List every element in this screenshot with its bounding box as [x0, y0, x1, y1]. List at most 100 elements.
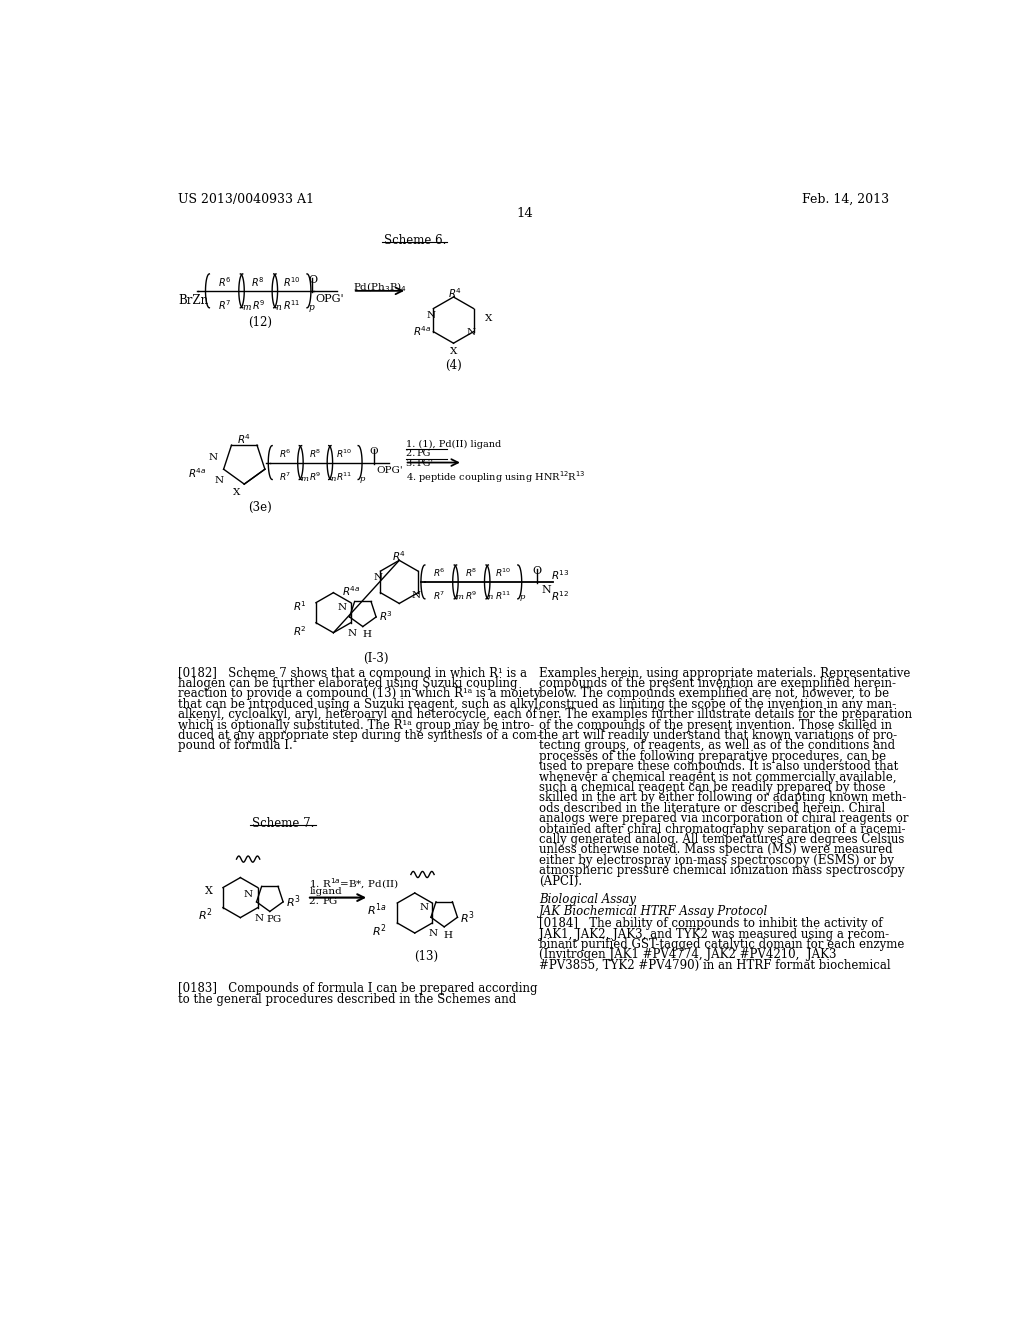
Text: construed as limiting the scope of the invention in any man-: construed as limiting the scope of the i… [539, 698, 896, 710]
Text: p: p [519, 594, 524, 602]
Text: $R^6$: $R^6$ [280, 447, 292, 459]
Text: [0183]   Compounds of formula I can be prepared according: [0183] Compounds of formula I can be pre… [178, 982, 538, 995]
Text: processes of the following preparative procedures, can be: processes of the following preparative p… [539, 750, 886, 763]
Text: pound of formula I.: pound of formula I. [178, 739, 293, 752]
Text: which is optionally substituted. The R¹ᵃ group may be intro-: which is optionally substituted. The R¹ᵃ… [178, 718, 535, 731]
Text: N: N [429, 929, 438, 939]
Text: $R^{4a}$: $R^{4a}$ [342, 585, 360, 598]
Text: BrZn: BrZn [178, 294, 209, 308]
Text: either by electrospray ion-mass spectroscopy (ESMS) or by: either by electrospray ion-mass spectros… [539, 854, 894, 867]
Text: the art will readily understand that known variations of pro-: the art will readily understand that kno… [539, 729, 897, 742]
Text: obtained after chiral chromatography separation of a racemi-: obtained after chiral chromatography sep… [539, 822, 905, 836]
Text: $R^{11}$: $R^{11}$ [495, 590, 511, 602]
Text: 2.: 2. [407, 449, 419, 458]
Text: N: N [255, 913, 263, 923]
Text: skilled in the art by either following or adapting known meth-: skilled in the art by either following o… [539, 792, 906, 804]
Text: reaction to provide a compound (13) in which R¹ᵃ is a moiety: reaction to provide a compound (13) in w… [178, 688, 541, 701]
Text: 1. R$^{1a}$=B*, Pd(II): 1. R$^{1a}$=B*, Pd(II) [309, 876, 399, 891]
Text: X: X [484, 314, 492, 323]
Text: whenever a chemical reagent is not commercially available,: whenever a chemical reagent is not comme… [539, 771, 896, 784]
Text: $R^9$: $R^9$ [309, 470, 322, 483]
Text: p: p [359, 475, 366, 483]
Text: OPG': OPG' [315, 294, 344, 304]
Text: N: N [419, 903, 428, 912]
Text: $R^4$: $R^4$ [392, 549, 407, 564]
Text: X: X [205, 886, 212, 896]
Text: N: N [214, 477, 223, 486]
Text: (4): (4) [445, 359, 462, 372]
Text: Scheme 6.: Scheme 6. [384, 234, 445, 247]
Text: 1. (1), Pd(II) ligand: 1. (1), Pd(II) ligand [407, 440, 502, 449]
Text: binant purified GST-tagged catalytic domain for each enzyme: binant purified GST-tagged catalytic dom… [539, 939, 904, 950]
Text: $R^2$: $R^2$ [372, 923, 387, 939]
Text: $R^8$: $R^8$ [465, 566, 477, 579]
Text: tecting groups, of reagents, as well as of the conditions and: tecting groups, of reagents, as well as … [539, 739, 895, 752]
Text: $R^{12}$: $R^{12}$ [551, 590, 569, 603]
Text: #PV3855, TYK2 #PV4790) in an HTRF format biochemical: #PV3855, TYK2 #PV4790) in an HTRF format… [539, 958, 891, 972]
Text: m: m [301, 475, 309, 483]
Text: N: N [426, 312, 435, 319]
Text: used to prepare these compounds. It is also understood that: used to prepare these compounds. It is a… [539, 760, 898, 774]
Text: unless otherwise noted. Mass spectra (MS) were measured: unless otherwise noted. Mass spectra (MS… [539, 843, 892, 857]
Text: 14: 14 [516, 207, 534, 220]
Text: $R^3$: $R^3$ [286, 894, 301, 911]
Text: Examples herein, using appropriate materials. Representative: Examples herein, using appropriate mater… [539, 667, 910, 680]
Text: X: X [232, 488, 241, 496]
Text: $R^9$: $R^9$ [465, 590, 477, 602]
Text: Feb. 14, 2013: Feb. 14, 2013 [802, 193, 890, 206]
Text: (3e): (3e) [248, 502, 271, 513]
Text: $R^{10}$: $R^{10}$ [283, 276, 300, 289]
Text: $R^6$: $R^6$ [218, 276, 231, 289]
Text: Pd(Ph$_3$P)$_4$: Pd(Ph$_3$P)$_4$ [353, 280, 407, 293]
Text: m: m [456, 594, 464, 602]
Text: $R^2$: $R^2$ [293, 624, 307, 638]
Text: $R^7$: $R^7$ [280, 470, 292, 483]
Text: US 2013/0040933 A1: US 2013/0040933 A1 [178, 193, 314, 206]
Text: $R^7$: $R^7$ [433, 590, 445, 602]
Text: N: N [338, 603, 347, 611]
Text: (13): (13) [415, 950, 438, 964]
Text: $\mathregular{N}$: $\mathregular{N}$ [244, 887, 254, 899]
Text: N: N [209, 453, 218, 462]
Text: [0184]   The ability of compounds to inhibit the activity of: [0184] The ability of compounds to inhib… [539, 917, 883, 931]
Text: O: O [532, 566, 542, 577]
Text: $R^{11}$: $R^{11}$ [283, 298, 300, 313]
Text: that can be introduced using a Suzuki reagent, such as alkyl,: that can be introduced using a Suzuki re… [178, 698, 542, 710]
Text: PG': PG' [417, 459, 433, 469]
Text: (I-3): (I-3) [364, 652, 389, 665]
Text: $R^{11}$: $R^{11}$ [337, 470, 353, 483]
Text: ligand: ligand [309, 887, 342, 896]
Text: of the compounds of the present invention. Those skilled in: of the compounds of the present inventio… [539, 718, 892, 731]
Text: duced at any appropriate step during the synthesis of a com-: duced at any appropriate step during the… [178, 729, 542, 742]
Text: Biological Assay: Biological Assay [539, 892, 636, 906]
Text: $R^9$: $R^9$ [252, 298, 265, 313]
Text: [0182]   Scheme 7 shows that a compound in which R¹ is a: [0182] Scheme 7 shows that a compound in… [178, 667, 527, 680]
Text: Scheme 7.: Scheme 7. [252, 817, 314, 830]
Text: $R^{13}$: $R^{13}$ [551, 568, 569, 582]
Text: such a chemical reagent can be readily prepared by those: such a chemical reagent can be readily p… [539, 781, 886, 793]
Text: $R^{4a}$: $R^{4a}$ [414, 323, 432, 338]
Text: OPG': OPG' [376, 466, 402, 475]
Text: PG: PG [323, 896, 338, 906]
Text: ner. The examples further illustrate details for the preparation: ner. The examples further illustrate det… [539, 708, 912, 721]
Text: $R^3$: $R^3$ [461, 909, 475, 925]
Text: m: m [242, 304, 251, 312]
Text: O: O [370, 447, 378, 457]
Text: $R^6$: $R^6$ [433, 566, 445, 579]
Text: p: p [308, 304, 314, 312]
Text: $R^{10}$: $R^{10}$ [495, 566, 511, 579]
Text: 3.: 3. [407, 459, 419, 469]
Text: below. The compounds exemplified are not, however, to be: below. The compounds exemplified are not… [539, 688, 889, 701]
Text: (APCI).: (APCI). [539, 875, 582, 887]
Text: O: O [308, 276, 317, 285]
Text: $R^8$: $R^8$ [309, 447, 322, 459]
Text: 4. peptide coupling using HNR$^{12}$R$^{13}$: 4. peptide coupling using HNR$^{12}$R$^{… [407, 470, 586, 486]
Text: $R^4$: $R^4$ [447, 286, 462, 300]
Text: $R^{10}$: $R^{10}$ [336, 447, 353, 459]
Text: n: n [487, 594, 493, 602]
Text: X: X [450, 347, 457, 356]
Text: (Invitrogen JAK1 #PV4774, JAK2 #PV4210,  JAK3: (Invitrogen JAK1 #PV4774, JAK2 #PV4210, … [539, 949, 837, 961]
Text: $R^4$: $R^4$ [238, 432, 251, 446]
Text: compounds of the present invention are exemplified herein-: compounds of the present invention are e… [539, 677, 896, 690]
Text: PG: PG [417, 449, 431, 458]
